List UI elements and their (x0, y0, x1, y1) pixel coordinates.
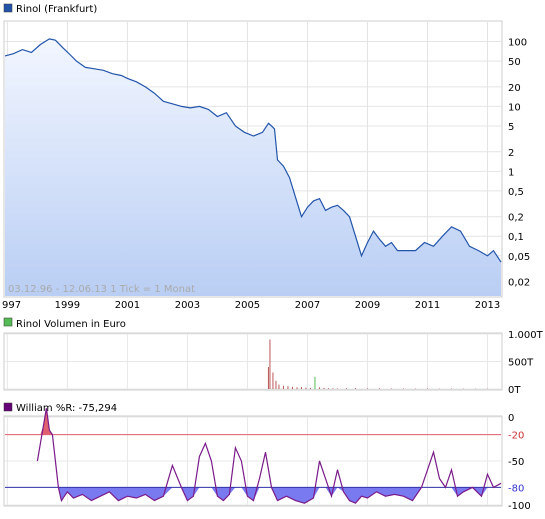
williams-y-tick-label: -20 (508, 431, 524, 442)
williams-plot-frame (3, 415, 503, 507)
williams-y-tick-label: -50 (508, 457, 524, 468)
price-y-tick-label: 5 (508, 122, 514, 133)
price-y-axis: 100 50 20 10 5 2 1 0,5 0,2 0,1 0,05 0,02 (508, 38, 530, 289)
price-y-tick-label: 2 (508, 148, 514, 159)
price-x-tick-label: 2005 (235, 300, 260, 311)
williams-y-tick-label: -80 (508, 483, 524, 494)
price-y-tick-label: 0,02 (508, 278, 530, 289)
price-x-axis: 997 1999 2001 2003 2005 2007 2009 2011 2013 (2, 300, 500, 311)
williams-y-tick-label: 0 (508, 413, 514, 424)
volume-y-axis: 1.000T 500T 0T (508, 330, 544, 396)
price-x-tick-label: 2013 (475, 300, 500, 311)
volume-bars (267, 339, 488, 389)
price-panel: Rinol (Frankfurt) 100 50 20 10 5 2 1 0,5 0,2 0,1 0… (2, 3, 530, 311)
price-area (5, 38, 501, 297)
price-y-tick-label: 0,1 (508, 232, 524, 243)
williams-oversold-fill (37, 487, 502, 504)
volume-panel: Rinol Volumen in Euro 1.000T 500T 0T (3, 317, 544, 396)
price-info-text: 03.12.96 - 12.06.13 1 Tick = 1 Monat (8, 284, 195, 295)
williams-legend-label: William %R: -75,294 (16, 403, 117, 414)
volume-legend-label: Rinol Volumen in Euro (16, 319, 126, 330)
volume-y-tick-label: 0T (508, 385, 521, 396)
price-legend-swatch (3, 3, 13, 13)
volume-legend-swatch (3, 317, 13, 327)
price-x-tick-label: 2007 (295, 300, 320, 311)
williams-line (36, 408, 502, 504)
price-x-tick-label: 997 (2, 300, 21, 311)
price-y-tick-label: 100 (508, 38, 527, 49)
williams-y-axis: 0 -20 -50 -80 -100 (508, 413, 531, 512)
price-x-tick-label: 2009 (355, 300, 380, 311)
price-y-tick-label: 0,5 (508, 187, 524, 198)
price-x-tick-label: 2003 (175, 300, 200, 311)
volume-plot-frame (3, 332, 503, 391)
williams-y-tick-label: -100 (508, 501, 531, 512)
price-x-tick-label: 2011 (415, 300, 440, 311)
volume-y-tick-label: 500T (508, 358, 534, 369)
price-plot-frame (3, 20, 503, 298)
volume-grid (5, 333, 501, 390)
price-x-tick-label: 2001 (115, 300, 140, 311)
price-y-tick-label: 20 (508, 83, 521, 94)
price-legend-label: Rinol (Frankfurt) (16, 4, 97, 15)
price-y-tick-label: 0,05 (508, 252, 530, 263)
williams-panel: William %R: -75,294 0 -20 -50 -80 -100 (3, 402, 531, 512)
price-y-tick-label: 50 (508, 57, 521, 68)
williams-legend-swatch (3, 402, 13, 412)
price-x-tick-label: 1999 (55, 300, 80, 311)
price-line (4, 38, 502, 263)
price-y-tick-label: 0,2 (508, 213, 524, 224)
price-y-tick-label: 10 (508, 102, 521, 113)
price-y-tick-label: 1 (508, 167, 514, 178)
volume-y-tick-label: 1.000T (508, 330, 544, 341)
